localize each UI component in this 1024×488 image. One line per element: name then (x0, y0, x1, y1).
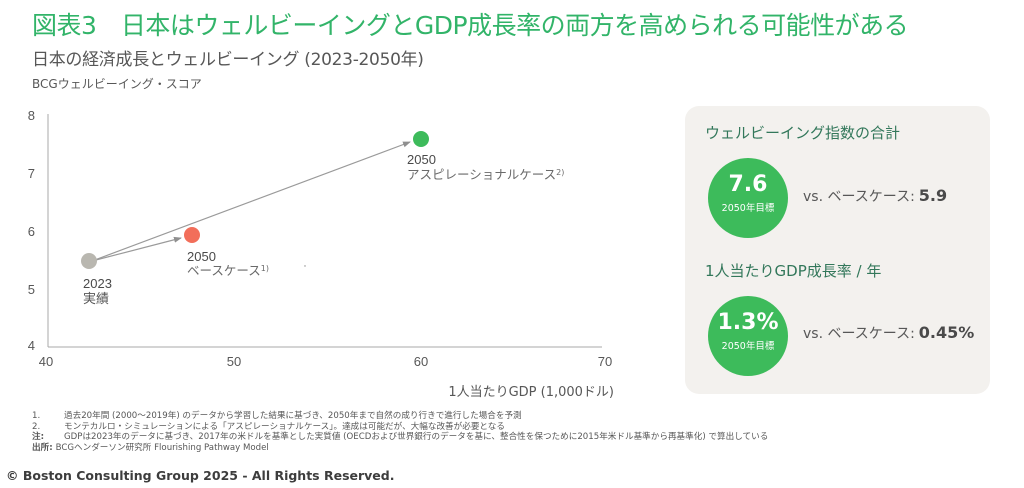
footnote-2: 2. モンテカルロ・シミュレーションによる「アスピレーショナルケース」。達成は可能… (32, 422, 768, 433)
base-year-label: 2050 (187, 249, 216, 264)
wellbeing-vs-label: vs. ベースケース: (803, 189, 915, 205)
y-tick: 6 (28, 224, 35, 239)
footnote-key: 1. (32, 411, 41, 421)
copyright: © Boston Consulting Group 2025 - All Rig… (6, 468, 395, 483)
footnote-text: モンテカルロ・シミュレーションによる「アスピレーショナルケース」。達成は可能だが… (64, 421, 505, 432)
asp-year-label: 2050 (407, 152, 436, 167)
wellbeing-metric-title: ウェルビーイング指数の合計 (705, 124, 901, 142)
y-tick: 4 (28, 338, 35, 353)
wellbeing-vs-base: vs. ベースケース: 5.9 (803, 186, 947, 206)
point-2050-aspirational (413, 131, 429, 147)
gdp-vs-base: vs. ベースケース: 0.45% (803, 323, 974, 343)
footnote-text: 過去20年間 (2000～2019年) のデータから学習した結果に基づき、205… (64, 411, 522, 421)
wellbeing-vs-value: 5.9 (918, 186, 948, 205)
gdp-vs-label: vs. ベースケース: (803, 326, 915, 342)
y-tick: 5 (28, 282, 35, 297)
x-tick: 70 (598, 354, 612, 369)
actual-label: 実績 (83, 291, 109, 307)
y-axis-label: BCGウェルビーイング・スコア (32, 77, 202, 91)
figure-title: 図表3 日本はウェルビーイングとGDP成長率の両方を高められる可能性がある (32, 11, 909, 40)
stray-dot (304, 265, 306, 267)
gdp-target-caption: 2050年目標 (721, 341, 775, 352)
x-axis-label: 1人当たりGDP (1,000ドル) (448, 385, 614, 400)
footnote-text: GDPは2023年のデータに基づき、2017年の米ドルを基準とした実質値 (OE… (64, 432, 769, 443)
point-2023-actual (81, 253, 97, 269)
base-footnote-ref: 1) (261, 264, 269, 273)
gdp-target-value: 1.3% (717, 310, 779, 335)
footnote-key: 出所: (32, 442, 53, 453)
base-label: ベースケース1) (187, 263, 269, 278)
asp-label: アスピレーショナルケース2) (407, 167, 564, 182)
arrow-to-base (91, 236, 182, 262)
wellbeing-target-badge: 7.6 2050年目標 (708, 158, 788, 238)
arrow-to-aspirational (91, 141, 411, 262)
gdp-metric-title: 1人当たりGDP成長率 / 年 (705, 262, 882, 280)
actual-year-label: 2023 (83, 276, 112, 291)
footnote-key: 注: (32, 432, 45, 443)
asp-label-text: アスピレーショナルケース (407, 167, 556, 182)
scatter-chart: 8 7 6 5 4 40 50 60 70 2023 実績 2050 ベースケー… (28, 108, 612, 369)
footnote-1: 1. 過去20年間 (2000～2019年) のデータから学習した結果に基づき、2… (32, 411, 768, 422)
chart-subtitle: 日本の経済成長とウェルビーイング (2023-2050年) (32, 50, 424, 70)
gdp-target-badge: 1.3% 2050年目標 (708, 296, 788, 376)
footnotes: 1. 過去20年間 (2000～2019年) のデータから学習した結果に基づき、2… (32, 411, 768, 453)
y-tick: 8 (28, 108, 35, 123)
wellbeing-target-value: 7.6 (728, 172, 768, 197)
point-2050-base (184, 227, 200, 243)
footnote-note: 注: GDPは2023年のデータに基づき、2017年の米ドルを基準とした実質値 (… (32, 432, 768, 443)
asp-footnote-ref: 2) (556, 168, 564, 177)
y-tick: 7 (28, 166, 35, 181)
gdp-vs-value: 0.45% (918, 323, 975, 342)
footnote-source: 出所: BCGヘンダーソン研究所 Flourishing Pathway Mode… (32, 443, 768, 454)
footnote-text: BCGヘンダーソン研究所 Flourishing Pathway Model (55, 442, 269, 453)
base-label-text: ベースケース (187, 263, 261, 278)
summary-panel: ウェルビーイング指数の合計 7.6 2050年目標 vs. ベースケース: 5.9… (685, 106, 990, 394)
x-tick: 40 (39, 354, 53, 369)
wellbeing-target-caption: 2050年目標 (721, 203, 775, 214)
x-tick: 50 (227, 354, 241, 369)
x-tick: 60 (414, 354, 428, 369)
footnote-key: 2. (32, 421, 41, 432)
